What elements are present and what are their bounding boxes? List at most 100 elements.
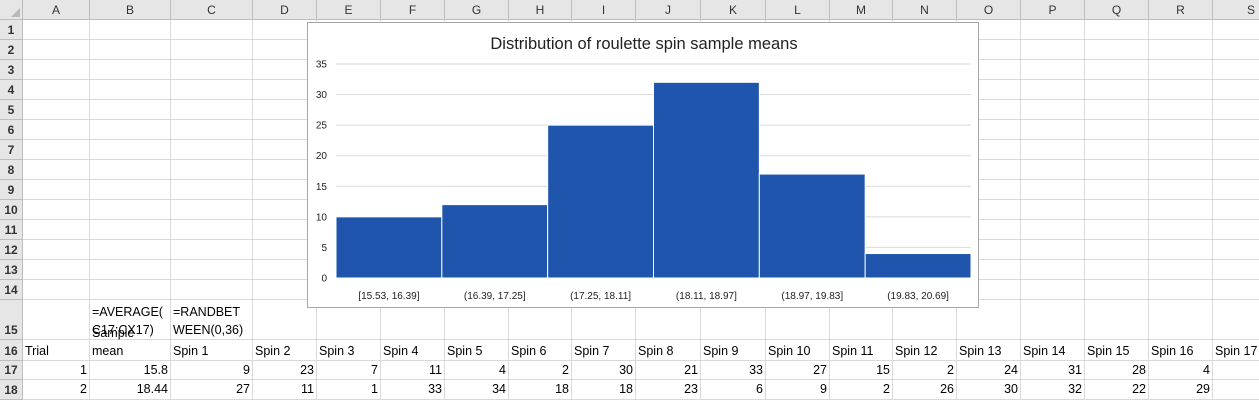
cell-A15[interactable]	[23, 300, 90, 340]
cell-Q15[interactable]	[1085, 300, 1149, 340]
row-header-16[interactable]: 16	[0, 340, 23, 361]
cell-R3[interactable]	[1149, 60, 1213, 80]
column-header-A[interactable]: A	[23, 0, 90, 20]
cell-B6[interactable]	[90, 120, 171, 140]
cell-P13[interactable]	[1021, 260, 1085, 280]
row-header-2[interactable]: 2	[0, 40, 23, 60]
cell-S9[interactable]	[1213, 180, 1259, 200]
cell-L18[interactable]: 9	[766, 380, 830, 400]
cell-S10[interactable]	[1213, 200, 1259, 220]
cell-S13[interactable]	[1213, 260, 1259, 280]
cell-S16[interactable]: Spin 17	[1213, 340, 1259, 361]
cell-C1[interactable]	[171, 20, 253, 40]
cell-S1[interactable]	[1213, 20, 1259, 40]
column-header-O[interactable]: O	[957, 0, 1021, 20]
cell-K18[interactable]: 6	[701, 380, 766, 400]
cell-E17[interactable]: 7	[317, 361, 381, 380]
column-header-G[interactable]: G	[445, 0, 509, 20]
column-header-S[interactable]: S	[1213, 0, 1259, 20]
cell-G18[interactable]: 34	[445, 380, 509, 400]
cell-Q17[interactable]: 28	[1085, 361, 1149, 380]
cell-C14[interactable]	[171, 280, 253, 300]
cell-R8[interactable]	[1149, 160, 1213, 180]
column-header-H[interactable]: H	[509, 0, 572, 20]
cell-B1[interactable]	[90, 20, 171, 40]
cell-N18[interactable]: 26	[893, 380, 957, 400]
cell-O11[interactable]	[957, 220, 1021, 240]
cell-M15[interactable]	[830, 300, 893, 340]
cell-O16[interactable]: Spin 13	[957, 340, 1021, 361]
cell-P12[interactable]	[1021, 240, 1085, 260]
cell-C16[interactable]: Spin 1	[171, 340, 253, 361]
cell-J16[interactable]: Spin 8	[636, 340, 701, 361]
column-header-I[interactable]: I	[572, 0, 636, 20]
cell-A5[interactable]	[23, 100, 90, 120]
cell-F17[interactable]: 11	[381, 361, 445, 380]
cell-A7[interactable]	[23, 140, 90, 160]
cell-P10[interactable]	[1021, 200, 1085, 220]
cell-A12[interactable]	[23, 240, 90, 260]
cell-E18[interactable]: 1	[317, 380, 381, 400]
cell-S8[interactable]	[1213, 160, 1259, 180]
cell-J17[interactable]: 21	[636, 361, 701, 380]
cell-Q16[interactable]: Spin 15	[1085, 340, 1149, 361]
cell-R1[interactable]	[1149, 20, 1213, 40]
cell-S5[interactable]	[1213, 100, 1259, 120]
cell-B17[interactable]: 15.8	[90, 361, 171, 380]
cell-S17[interactable]	[1213, 361, 1259, 380]
cell-P8[interactable]	[1021, 160, 1085, 180]
bar-3[interactable]	[547, 124, 655, 279]
cell-E15[interactable]	[317, 300, 381, 340]
cell-A2[interactable]	[23, 40, 90, 60]
cell-K15[interactable]	[701, 300, 766, 340]
row-header-6[interactable]: 6	[0, 120, 23, 140]
cell-E16[interactable]: Spin 3	[317, 340, 381, 361]
cell-R5[interactable]	[1149, 100, 1213, 120]
cell-C9[interactable]	[171, 180, 253, 200]
cell-A13[interactable]	[23, 260, 90, 280]
cell-Q4[interactable]	[1085, 80, 1149, 100]
cell-C5[interactable]	[171, 100, 253, 120]
cell-K17[interactable]: 33	[701, 361, 766, 380]
cell-A14[interactable]	[23, 280, 90, 300]
cell-Q10[interactable]	[1085, 200, 1149, 220]
cell-M18[interactable]: 2	[830, 380, 893, 400]
cell-B9[interactable]	[90, 180, 171, 200]
cell-C2[interactable]	[171, 40, 253, 60]
row-header-7[interactable]: 7	[0, 140, 23, 160]
cell-P9[interactable]	[1021, 180, 1085, 200]
cell-Q11[interactable]	[1085, 220, 1149, 240]
cell-O5[interactable]	[957, 100, 1021, 120]
row-header-5[interactable]: 5	[0, 100, 23, 120]
cell-R16[interactable]: Spin 16	[1149, 340, 1213, 361]
bar-1[interactable]	[335, 216, 443, 279]
cell-P18[interactable]: 32	[1021, 380, 1085, 400]
column-header-N[interactable]: N	[893, 0, 957, 20]
cell-M17[interactable]: 15	[830, 361, 893, 380]
cell-N15[interactable]	[893, 300, 957, 340]
cell-P15[interactable]	[1021, 300, 1085, 340]
cell-K16[interactable]: Spin 9	[701, 340, 766, 361]
cell-S6[interactable]	[1213, 120, 1259, 140]
cell-B2[interactable]	[90, 40, 171, 60]
cell-R6[interactable]	[1149, 120, 1213, 140]
cell-A9[interactable]	[23, 180, 90, 200]
row-header-17[interactable]: 17	[0, 361, 23, 380]
cell-O17[interactable]: 24	[957, 361, 1021, 380]
cell-R4[interactable]	[1149, 80, 1213, 100]
bar-6[interactable]	[864, 253, 972, 279]
column-header-D[interactable]: D	[253, 0, 317, 20]
cell-O10[interactable]	[957, 200, 1021, 220]
row-header-18[interactable]: 18	[0, 380, 23, 400]
cell-O12[interactable]	[957, 240, 1021, 260]
cell-Q6[interactable]	[1085, 120, 1149, 140]
cell-D16[interactable]: Spin 2	[253, 340, 317, 361]
cell-F16[interactable]: Spin 4	[381, 340, 445, 361]
cell-O18[interactable]: 30	[957, 380, 1021, 400]
row-header-3[interactable]: 3	[0, 60, 23, 80]
cell-P11[interactable]	[1021, 220, 1085, 240]
cell-I16[interactable]: Spin 7	[572, 340, 636, 361]
cell-B18[interactable]: 18.44	[90, 380, 171, 400]
cell-B13[interactable]	[90, 260, 171, 280]
